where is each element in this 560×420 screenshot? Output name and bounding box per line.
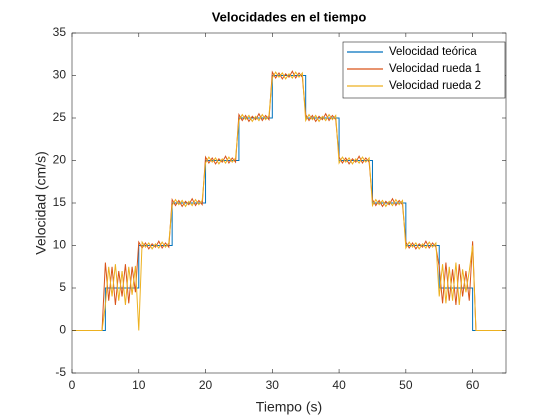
y-tick-label: 15 — [53, 195, 67, 209]
x-tick-label: 30 — [266, 378, 280, 392]
y-tick-label: 5 — [59, 280, 66, 294]
x-tick-label: 60 — [466, 378, 480, 392]
y-tick-label: 10 — [53, 238, 67, 252]
x-axis-label: Tiempo (s) — [256, 399, 322, 415]
x-tick-label: 0 — [69, 378, 76, 392]
y-axis-label: Velocidad (cm/s) — [33, 151, 49, 254]
legend-label: Velocidad rueda 2 — [389, 80, 481, 92]
x-tick-label: 40 — [332, 378, 346, 392]
y-tick-label: 0 — [59, 323, 66, 337]
x-tick-label: 50 — [399, 378, 413, 392]
x-tick-label: 20 — [199, 378, 213, 392]
y-tick-label: 35 — [53, 25, 67, 39]
y-tick-label: 30 — [53, 68, 67, 82]
data-line — [72, 71, 506, 331]
chart-title: Velocidades en el tiempo — [212, 9, 367, 24]
y-tick-label: 25 — [53, 110, 67, 124]
y-tick-label: 20 — [53, 153, 67, 167]
legend-box — [342, 41, 506, 99]
legend-label: Velocidad teórica — [389, 46, 477, 58]
x-tick-label: 10 — [132, 378, 146, 392]
legend-label: Velocidad rueda 1 — [389, 63, 481, 75]
y-tick-label: -5 — [55, 365, 66, 379]
